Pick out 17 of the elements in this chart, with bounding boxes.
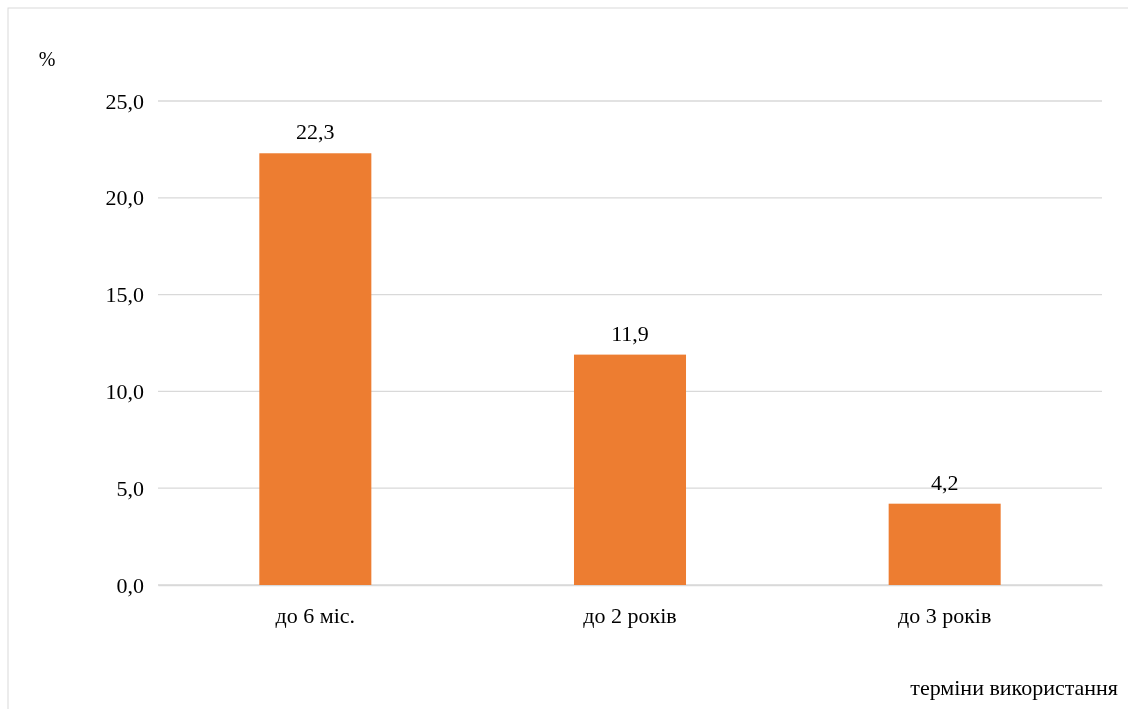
data-label: 4,2 (930, 469, 959, 495)
y-axis-title: % (38, 48, 56, 70)
x-axis-title: терміни використання (910, 675, 1118, 700)
bar (888, 503, 1001, 585)
data-label: 11,9 (611, 320, 649, 346)
bar (259, 153, 372, 585)
x-tick-label: до 6 міс. (275, 602, 356, 628)
x-tick-label: до 3 років (897, 602, 992, 628)
y-tick-label: 25,0 (105, 88, 144, 114)
y-tick-label: 15,0 (105, 282, 144, 308)
data-label: 22,3 (296, 119, 335, 145)
x-tick-label: до 2 років (583, 602, 677, 628)
bar (573, 354, 687, 585)
y-tick-label: 20,0 (105, 185, 144, 211)
y-tick-label: 10,0 (105, 378, 144, 404)
y-tick-label: 5,0 (116, 475, 144, 501)
y-tick-label: 0,0 (116, 572, 144, 598)
